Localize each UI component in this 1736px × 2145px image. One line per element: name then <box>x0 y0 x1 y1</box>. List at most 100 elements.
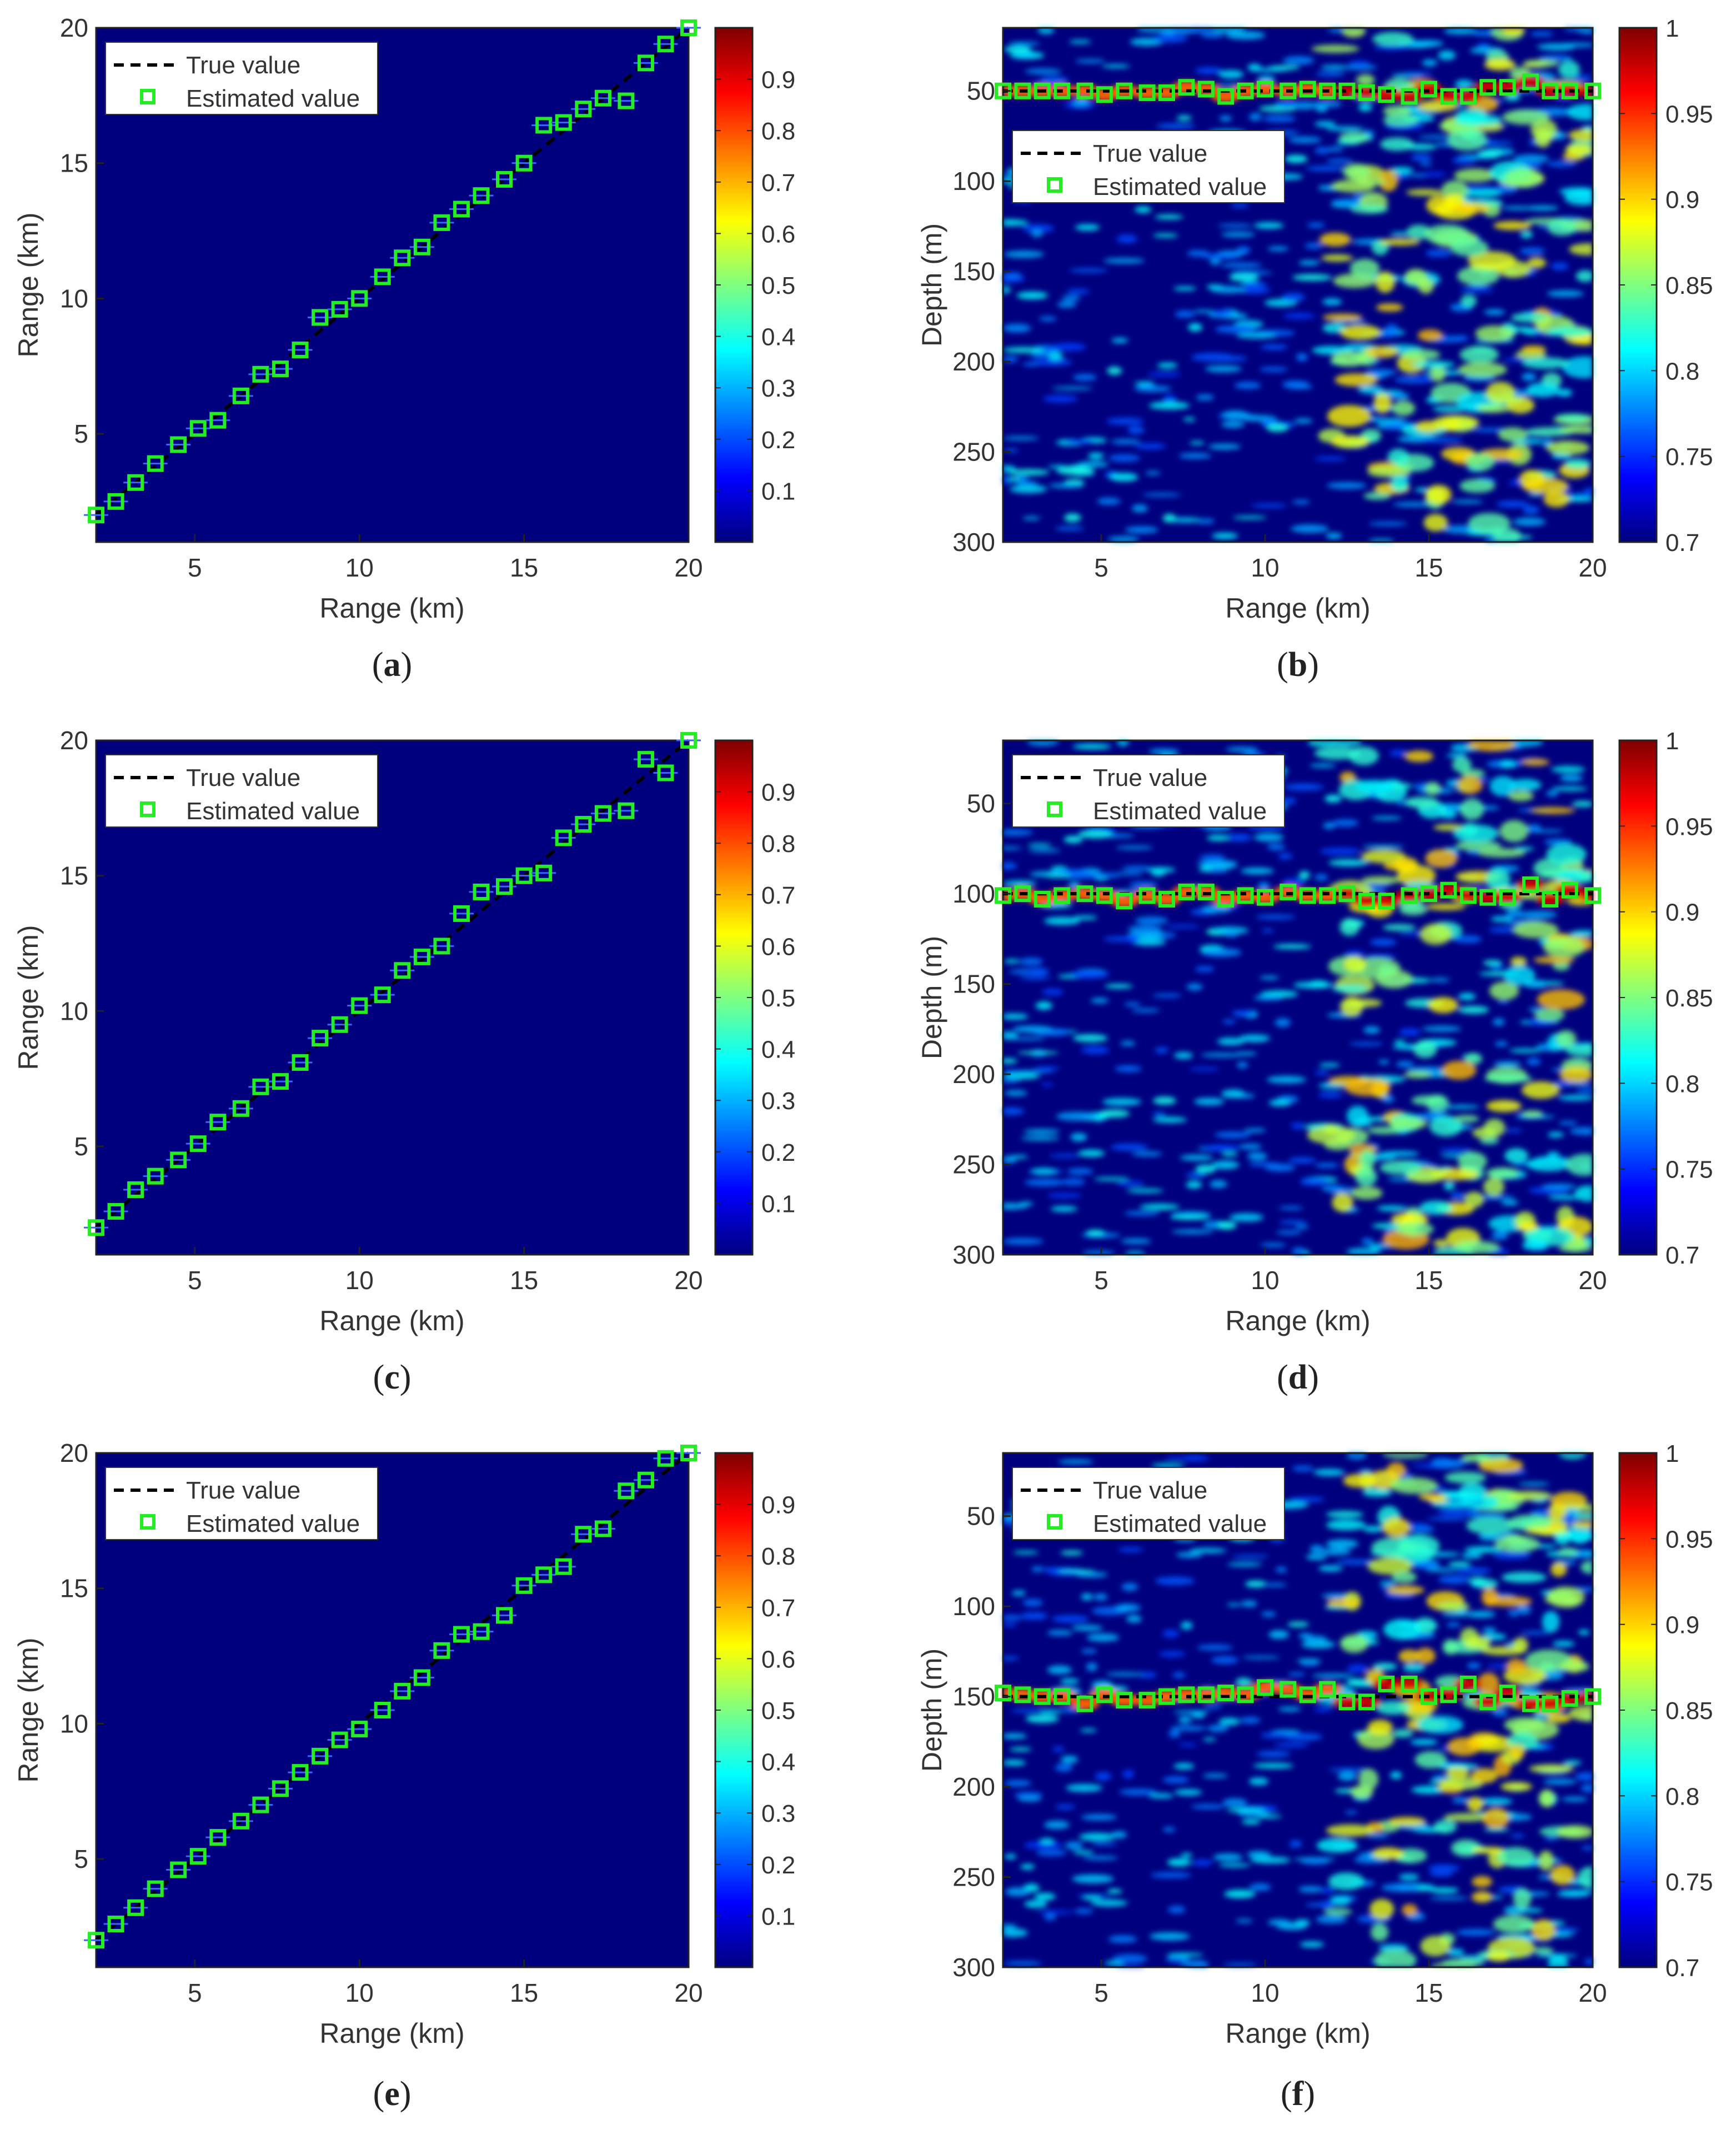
heatmap-blob <box>1455 840 1502 851</box>
heatmap-blob <box>1330 740 1362 746</box>
heatmap-blob <box>1003 347 1045 353</box>
estimated-marker <box>1217 890 1235 908</box>
heatmap-blob <box>1403 1663 1426 1672</box>
estimated-marker <box>1561 82 1578 99</box>
heatmap-blob <box>1022 1598 1043 1607</box>
heatmap-blob <box>1148 748 1180 755</box>
heatmap-blob <box>1282 293 1305 302</box>
x-axis-label: Range (km) <box>319 2018 464 2049</box>
estimated-marker <box>1584 887 1601 904</box>
heatmap-blob <box>1528 493 1543 497</box>
heatmap-blob <box>1441 1060 1477 1080</box>
y-axis-label: Depth (m) <box>916 1648 947 1772</box>
plot-frame <box>95 739 690 1256</box>
heatmap-blob <box>1456 1567 1491 1575</box>
plot-frame <box>1002 739 1594 1256</box>
legend: True value Estimated value <box>1012 130 1285 203</box>
panel-label: (b) <box>1277 646 1319 684</box>
heatmap-blob <box>1417 1887 1459 1892</box>
estimated-marker <box>657 764 674 781</box>
heatmap-blob <box>1039 316 1057 322</box>
estimated-marker <box>1178 883 1195 900</box>
heatmap-blob <box>1275 99 1299 108</box>
estimated-marker <box>413 1669 430 1686</box>
heatmap-blob <box>1458 1006 1489 1014</box>
heatmap-blob <box>1493 220 1532 230</box>
estimated-marker <box>1319 1681 1336 1698</box>
heatmap-blob <box>1196 518 1215 524</box>
heatmap-blob <box>1231 203 1249 208</box>
heatmap-blob <box>1003 862 1017 870</box>
heatmap-blob <box>1247 1851 1271 1858</box>
heatmap-blob <box>1081 1593 1093 1601</box>
heatmap-blob <box>1010 51 1045 59</box>
heatmap-blob <box>1187 250 1210 257</box>
heatmap-blob <box>1451 1839 1482 1857</box>
estimated-marker <box>433 938 450 955</box>
heatmap-blob <box>1222 1019 1236 1024</box>
heatmap-blob <box>1003 880 1037 886</box>
heatmap-blob <box>1126 1615 1142 1623</box>
heatmap-blob <box>1432 406 1466 412</box>
y-tick-label: 300 <box>952 1240 995 1269</box>
heatmap-blob <box>1484 309 1506 315</box>
estimated-marker <box>496 1607 513 1624</box>
heatmap-blob <box>1260 1242 1286 1247</box>
estimated-marker <box>374 268 391 285</box>
heatmap-blob <box>1229 1213 1264 1222</box>
heatmap-blob <box>1406 189 1443 196</box>
heatmap-blob <box>1523 59 1559 67</box>
estimated-marker <box>351 1721 368 1738</box>
estimated-marker <box>1561 1690 1578 1707</box>
heatmap-blob <box>1459 186 1499 190</box>
heatmap-blob <box>1443 28 1478 34</box>
heatmap-blob <box>1024 1179 1066 1186</box>
heatmap-blob <box>1526 206 1559 211</box>
heatmap-blob <box>1326 158 1353 164</box>
heatmap-blob <box>1003 1013 1028 1020</box>
heatmap-blob <box>1443 1181 1455 1190</box>
heatmap-blob <box>1211 1160 1240 1170</box>
heatmap-blob <box>1236 332 1277 339</box>
heatmap-blob <box>1558 1095 1593 1101</box>
heatmap-blob <box>1152 1111 1166 1117</box>
colorbar-tick-label: 0.8 <box>1665 1070 1699 1097</box>
y-tick-label: 20 <box>60 1439 88 1467</box>
heatmap-blob <box>1268 1630 1290 1639</box>
heatmap-blob <box>1472 1847 1506 1854</box>
heatmap-blob <box>1018 1201 1033 1206</box>
heatmap-blob <box>1518 1221 1539 1231</box>
heatmap-blob <box>1232 1555 1269 1558</box>
heatmap-blob <box>1500 759 1516 768</box>
heatmap-blob <box>1292 500 1311 504</box>
heatmap-blob <box>1467 1513 1507 1518</box>
heatmap-blob <box>1327 147 1344 152</box>
heatmap-blob <box>1456 1241 1500 1254</box>
heatmap-blob <box>1383 1619 1422 1640</box>
colorbar-tick-label: 0.7 <box>761 169 795 197</box>
heatmap-blob <box>1060 1550 1083 1556</box>
estimated-marker <box>1358 893 1375 910</box>
heatmap-blob <box>1461 188 1503 197</box>
heatmap-blob <box>1162 1776 1190 1783</box>
estimated-marker <box>252 1078 269 1095</box>
heatmap-blob <box>1003 436 1039 440</box>
heatmap-blob <box>1558 1244 1592 1252</box>
heatmap-blob <box>1159 1651 1186 1657</box>
heatmap-blob <box>1464 1053 1483 1065</box>
heatmap-blob <box>1505 168 1543 188</box>
heatmap-blob <box>1307 222 1326 228</box>
heatmap-blob <box>1555 413 1590 422</box>
heatmap-blob <box>1255 1815 1282 1818</box>
heatmap-blob <box>1418 278 1434 294</box>
heatmap-blob <box>1003 1622 1017 1627</box>
colorbar-tick-label: 0.75 <box>1665 444 1713 471</box>
colorbar-tick-label: 0.6 <box>761 933 795 960</box>
estimated-marker <box>1138 887 1156 904</box>
heatmap-blob <box>1069 39 1091 44</box>
estimated-marker <box>515 154 533 172</box>
heatmap-blob <box>1544 1837 1558 1841</box>
estimated-marker <box>453 1626 470 1643</box>
heatmap-blob <box>1559 774 1583 782</box>
heatmap-blob <box>1291 524 1329 533</box>
